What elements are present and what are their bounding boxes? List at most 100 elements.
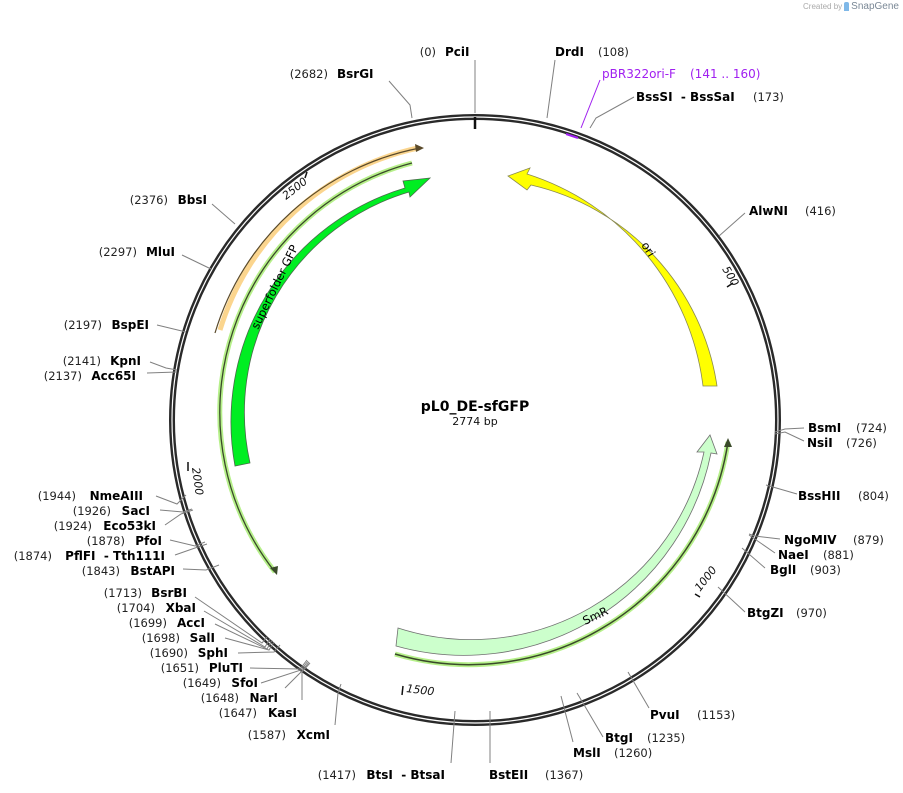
svg-text:(1417): (1417) — [318, 768, 356, 782]
svg-text:(1874): (1874) — [14, 549, 52, 563]
primer-range: (141 .. 160) — [690, 67, 760, 81]
enzyme-alwni[interactable]: AlwNI (416) — [749, 204, 836, 218]
svg-text:XcmI[interactable]: XcmI — [297, 728, 330, 742]
svg-text:PciI[interactable]: PciI — [445, 45, 470, 59]
enzyme-bgli[interactable]: BglI (903) — [770, 563, 841, 577]
enzyme-msli[interactable]: MslI (1260) — [573, 746, 652, 760]
enzyme-ngomiv[interactable]: NgoMIV (879) — [784, 533, 884, 547]
enzyme-mlui[interactable]: (2297) MluI — [99, 245, 175, 259]
svg-text:NarI[interactable]: NarI — [249, 691, 278, 705]
ori-arrow[interactable] — [507, 167, 718, 387]
enzyme-saci[interactable]: (1926) SacI — [73, 504, 150, 518]
svg-text:BglI[interactable]: BglI — [770, 563, 796, 577]
svg-text:KasI[interactable]: KasI — [268, 706, 297, 720]
svg-text:(1235): (1235) — [647, 731, 685, 745]
svg-text:PfoI[interactable]: PfoI — [135, 534, 162, 548]
svg-text:SacI[interactable]: SacI — [122, 504, 150, 518]
svg-text:Eco53kI[interactable]: Eco53kI — [103, 519, 156, 533]
enzyme-bstapi[interactable]: (1843) BstAPI — [82, 564, 175, 578]
enzyme-bsrbi[interactable]: (1713) BsrBI — [104, 586, 187, 600]
svg-text:BssSI - BssSaI[interactable]: BssSI - BssSaI — [636, 90, 735, 104]
enzyme-drdi[interactable]: DrdI (108) — [555, 45, 629, 59]
svg-text:DrdI[interactable]: DrdI — [555, 45, 584, 59]
svg-text:(1651): (1651) — [161, 661, 199, 675]
enzyme-bbsi[interactable]: (2376) BbsI — [130, 193, 207, 207]
enzyme-sali[interactable]: (1698) SalI — [142, 631, 215, 645]
enzyme-labels-left: (2376) BbsI (2297) MluI (2197) BspEI (2141)… — [14, 193, 445, 782]
svg-text:BsrGI[interactable]: BsrGI — [337, 67, 374, 81]
svg-text:NgoMIV[interactable]: NgoMIV — [784, 533, 837, 547]
enzyme-kpni[interactable]: (2141) KpnI — [63, 354, 141, 368]
enzyme-pvui[interactable]: PvuI (1153) — [650, 708, 735, 722]
svg-text:PluTI[interactable]: PluTI — [209, 661, 243, 675]
enzyme-btsi-btsai[interactable]: (1417) BtsI - BtsaI — [318, 768, 445, 782]
enzyme-acci[interactable]: (1699) AccI — [129, 616, 205, 630]
svg-text:BbsI[interactable]: BbsI — [178, 193, 207, 207]
svg-text:KpnI[interactable]: KpnI — [110, 354, 141, 368]
enzyme-pflfi-tth111i[interactable]: (1874) PflFI - Tth111I — [14, 549, 165, 563]
watermark-prefix: Created by — [803, 2, 843, 11]
sfgfp-orange-line — [214, 147, 421, 334]
svg-text:BstEII[interactable]: BstEII — [489, 768, 528, 782]
primer-pbr322ori-f[interactable]: pBR322ori-F (141 .. 160) — [565, 67, 760, 139]
svg-text:AlwNI[interactable]: AlwNI — [749, 204, 788, 218]
svg-text:PvuI[interactable]: PvuI — [650, 708, 680, 722]
sfgfp-arrow[interactable] — [230, 177, 432, 467]
enzyme-eco53ki[interactable]: (1924) Eco53kI — [54, 519, 156, 533]
svg-text:BtsI - BtsaI[interactable]: BtsI - BtsaI — [366, 768, 445, 782]
svg-text:(970): (970) — [796, 606, 827, 620]
svg-text:BssHII[interactable]: BssHII — [798, 489, 840, 503]
enzyme-xcmi[interactable]: (1587) XcmI — [248, 728, 330, 742]
svg-text:SfoI[interactable]: SfoI — [231, 676, 258, 690]
svg-text:SphI[interactable]: SphI — [198, 646, 228, 660]
enzyme-bsshii[interactable]: BssHII (804) — [798, 489, 889, 503]
svg-text:BsrBI[interactable]: BsrBI — [151, 586, 187, 600]
enzyme-bsteii[interactable]: BstEII (1367) — [489, 768, 583, 782]
svg-text:MslI[interactable]: MslI — [573, 746, 601, 760]
feature-ori[interactable]: ori — [507, 167, 718, 387]
feature-sfgfp[interactable]: superfolder GFP — [214, 144, 432, 575]
svg-text:BspEI[interactable]: BspEI — [111, 318, 149, 332]
svg-text:(879): (879) — [853, 533, 884, 547]
enzyme-bspei[interactable]: (2197) BspEI — [64, 318, 149, 332]
svg-text:Acc65I[interactable]: Acc65I — [91, 369, 136, 383]
svg-text:MluI[interactable]: MluI — [146, 245, 175, 259]
svg-text:NmeAIII[interactable]: NmeAIII — [90, 489, 143, 503]
enzyme-bsmi[interactable]: BsmI (724) — [808, 421, 887, 435]
svg-text:NaeI[interactable]: NaeI — [778, 548, 809, 562]
svg-text:(2197): (2197) — [64, 318, 102, 332]
enzyme-btgi[interactable]: BtgI (1235) — [605, 731, 685, 745]
enzyme-nari[interactable]: (1648) NarI — [201, 691, 278, 705]
svg-text:(2297): (2297) — [99, 245, 137, 259]
snapgene-watermark: Created by SnapGene — [803, 1, 899, 12]
svg-text:NsiI[interactable]: NsiI — [807, 436, 833, 450]
svg-text:BtgZI[interactable]: BtgZI — [747, 606, 784, 620]
svg-text:SalI[interactable]: SalI — [190, 631, 215, 645]
enzyme-btgzi[interactable]: BtgZI (970) — [747, 606, 827, 620]
svg-text:BstAPI[interactable]: BstAPI — [130, 564, 175, 578]
enzyme-naei[interactable]: NaeI (881) — [778, 548, 854, 562]
smr-arrow[interactable] — [395, 434, 718, 656]
enzyme-pluti[interactable]: (1651) PluTI — [161, 661, 243, 675]
svg-text:PflFI - Tth111I[interactable]: PflFI - Tth111I — [65, 549, 165, 563]
enzyme-sphi[interactable]: (1690) SphI — [150, 646, 228, 660]
enzyme-bsssi-bsssai[interactable]: BssSI - BssSaI (173) — [636, 90, 784, 104]
svg-text:BtgI[interactable]: BtgI — [605, 731, 633, 745]
enzyme-nmeaiii[interactable]: (1944) NmeAIII — [38, 489, 143, 503]
svg-text:XbaI[interactable]: XbaI — [166, 601, 196, 615]
svg-text:AccI[interactable]: AccI — [177, 616, 205, 630]
enzyme-kasi[interactable]: (1647) KasI — [219, 706, 297, 720]
tick-1500: 1500 — [406, 682, 435, 698]
enzyme-pfoi[interactable]: (1878) PfoI — [87, 534, 162, 548]
feature-smr[interactable]: SmR — [394, 434, 732, 668]
enzyme-pcii[interactable]: (0) PciI — [420, 45, 470, 59]
enzyme-acc65i[interactable]: (2137) Acc65I — [44, 369, 136, 383]
enzyme-bsrgi[interactable]: (2682) BsrGI — [290, 67, 374, 81]
enzyme-xbai[interactable]: (1704) XbaI — [117, 601, 196, 615]
enzyme-sfoi[interactable]: (1649) SfoI — [183, 676, 258, 690]
svg-text:(2141): (2141) — [63, 354, 101, 368]
svg-text:BsmI[interactable]: BsmI — [808, 421, 841, 435]
svg-text:(1587): (1587) — [248, 728, 286, 742]
sfgfp-direction-icon — [270, 566, 278, 575]
enzyme-nsii[interactable]: NsiI (726) — [807, 436, 877, 450]
